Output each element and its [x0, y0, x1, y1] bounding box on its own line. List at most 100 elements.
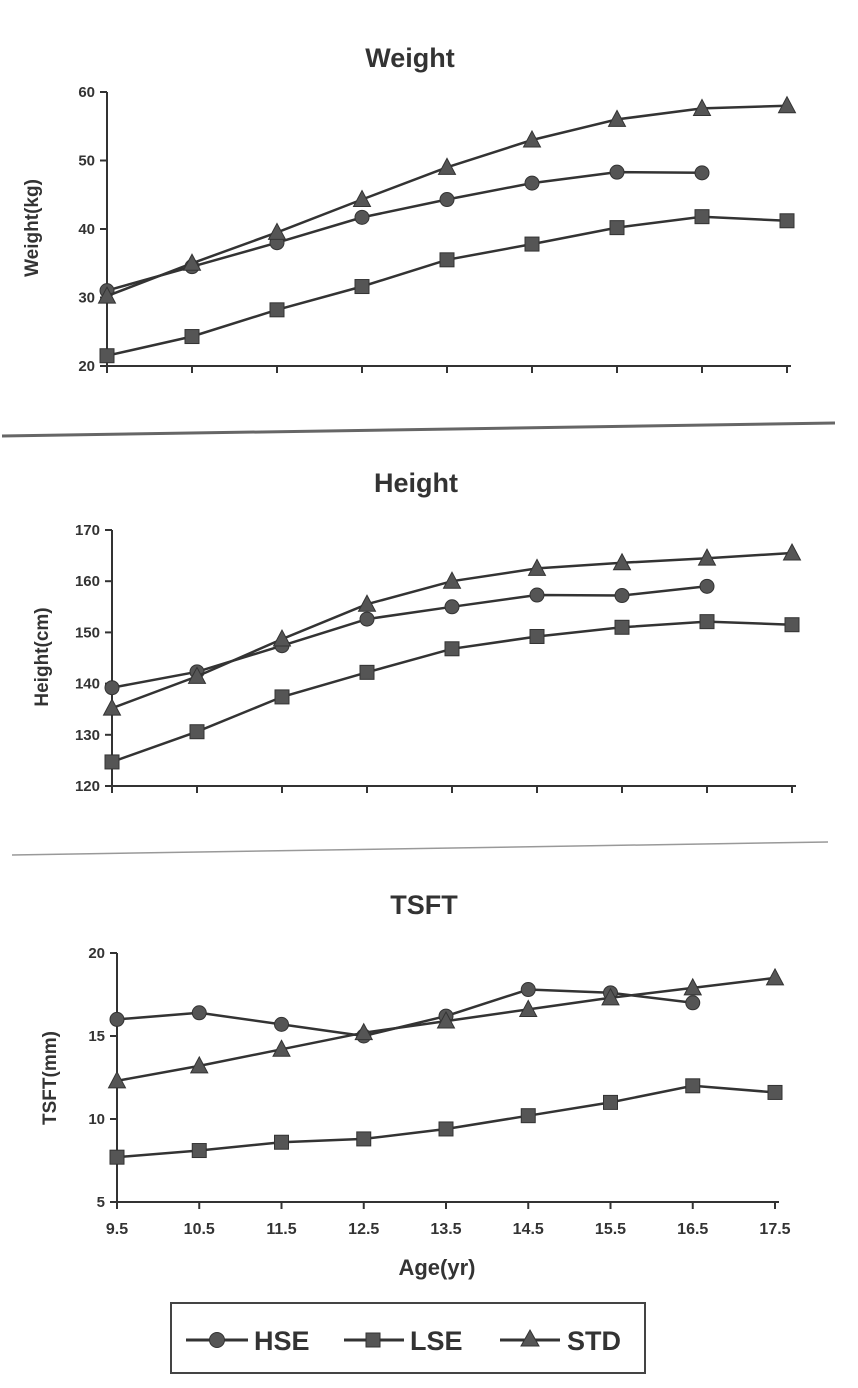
data-point	[520, 1108, 536, 1124]
data-point	[520, 982, 536, 998]
legend-box	[170, 1302, 646, 1374]
x-tick-label: 16.5	[677, 1221, 708, 1238]
data-point	[614, 619, 630, 635]
y-tick-label: 5	[97, 1194, 105, 1211]
circle-marker-icon	[209, 1332, 225, 1348]
data-point	[354, 209, 370, 225]
data-point	[609, 220, 625, 236]
height-chart: Height Height(cm) 120 130 140 150 160 170	[32, 468, 802, 795]
x-tick-label: 11.5	[266, 1221, 296, 1238]
chart-title: Height	[374, 468, 458, 498]
series-hse	[99, 164, 710, 299]
data-point	[109, 1149, 125, 1165]
y-tick-label: 20	[78, 358, 95, 375]
data-point	[444, 641, 460, 657]
data-point	[607, 109, 627, 127]
data-point	[527, 558, 547, 576]
weight-chart: Weight Weight(kg) 20 30 40 50 60	[22, 43, 797, 375]
x-tick-label: 9.5	[106, 1221, 128, 1238]
data-point	[267, 222, 287, 240]
data-point	[442, 571, 462, 589]
x-tick-label: 17.5	[759, 1221, 790, 1238]
series-lse	[104, 614, 800, 770]
data-point	[359, 664, 375, 680]
x-tick-label: 13.5	[430, 1221, 461, 1238]
data-point	[692, 98, 712, 116]
data-point	[354, 279, 370, 295]
data-point	[782, 542, 802, 561]
y-tick-label: 50	[78, 153, 95, 170]
data-point	[777, 95, 797, 114]
y-tick-label: 40	[78, 221, 95, 238]
data-point	[274, 689, 290, 705]
data-point	[694, 209, 710, 225]
data-point	[99, 348, 115, 364]
y-tick-label: 60	[78, 84, 95, 101]
data-point	[191, 1005, 207, 1021]
x-tick-label: 12.5	[348, 1221, 379, 1238]
data-point	[767, 1084, 783, 1100]
data-point	[189, 724, 205, 740]
y-tick-label: 140	[75, 676, 100, 693]
data-point	[104, 680, 120, 696]
data-point	[779, 213, 795, 229]
y-tick-label: 170	[75, 522, 100, 539]
panel-separator	[1, 421, 836, 438]
data-point	[437, 157, 457, 175]
data-point	[612, 552, 632, 571]
chart-title: TSFT	[390, 890, 458, 920]
data-point	[697, 548, 717, 566]
legend-label: LSE	[410, 1326, 463, 1356]
y-tick-label: 130	[75, 727, 100, 744]
data-point	[272, 1039, 291, 1057]
y-axis-label: TSFT(mm)	[40, 1031, 61, 1125]
data-point	[274, 1134, 289, 1150]
series-lse	[109, 1078, 783, 1165]
legend-label: HSE	[254, 1326, 310, 1356]
x-tick-label: 14.5	[513, 1221, 544, 1238]
series-std	[102, 542, 802, 716]
data-point	[765, 967, 785, 986]
data-point	[522, 129, 542, 148]
data-point	[529, 628, 545, 644]
legend-entry-hse: HSE	[186, 1326, 310, 1356]
series-std	[97, 95, 797, 304]
y-axis-label: Height(cm)	[32, 607, 53, 706]
y-tick-label: 150	[75, 624, 100, 641]
data-point	[269, 302, 285, 318]
y-tick-label: 10	[88, 1111, 105, 1128]
data-point	[436, 1010, 456, 1029]
data-point	[614, 588, 630, 604]
series-line	[116, 976, 776, 1083]
panel-separator	[11, 841, 829, 856]
data-point	[274, 1016, 289, 1032]
y-tick-label: 120	[75, 778, 100, 795]
data-point	[601, 987, 620, 1006]
data-point	[272, 628, 292, 647]
data-point	[518, 999, 538, 1017]
legend-entry-lse: LSE	[344, 1326, 463, 1356]
data-point	[524, 236, 540, 252]
series-line	[106, 215, 788, 357]
data-point	[603, 1094, 618, 1110]
data-point	[444, 599, 460, 615]
tsft-chart: TSFT TSFT(mm) Age(yr) 5 10 15 20 9.5 10.5 11.5…	[40, 890, 791, 1280]
data-point	[102, 698, 122, 716]
data-point	[685, 1078, 701, 1094]
data-point	[524, 175, 540, 191]
data-point	[699, 578, 715, 594]
data-point	[683, 977, 703, 996]
data-point	[357, 594, 377, 612]
data-point	[784, 617, 800, 633]
data-point	[187, 666, 207, 684]
data-point	[356, 1131, 372, 1147]
legend-label: STD	[567, 1326, 621, 1356]
data-point	[699, 614, 715, 630]
series-lse	[99, 209, 795, 364]
x-tick-label: 10.5	[184, 1221, 215, 1238]
series-line	[111, 585, 708, 689]
data-point	[438, 1121, 454, 1137]
data-point	[354, 1022, 374, 1041]
data-point	[685, 995, 701, 1011]
